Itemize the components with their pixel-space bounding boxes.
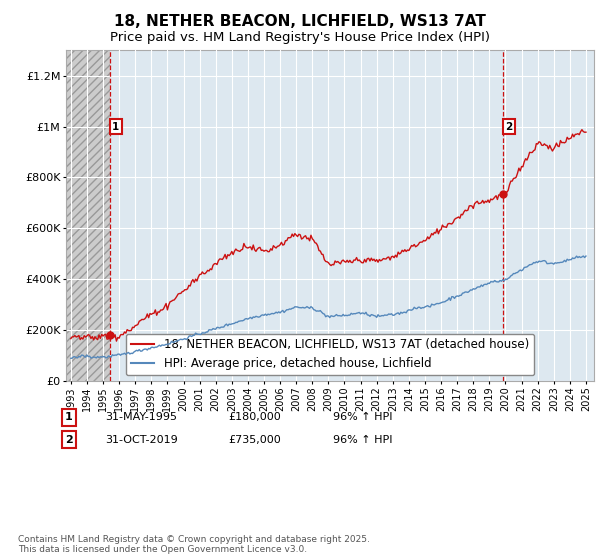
- Text: 2: 2: [505, 122, 512, 132]
- Legend: 18, NETHER BEACON, LICHFIELD, WS13 7AT (detached house), HPI: Average price, det: 18, NETHER BEACON, LICHFIELD, WS13 7AT (…: [126, 334, 534, 375]
- Text: Contains HM Land Registry data © Crown copyright and database right 2025.
This d: Contains HM Land Registry data © Crown c…: [18, 535, 370, 554]
- Text: 31-MAY-1995: 31-MAY-1995: [105, 412, 177, 422]
- Text: 1: 1: [65, 412, 73, 422]
- Text: 96% ↑ HPI: 96% ↑ HPI: [333, 435, 392, 445]
- Text: 1: 1: [112, 122, 119, 132]
- Text: £180,000: £180,000: [228, 412, 281, 422]
- Text: 96% ↑ HPI: 96% ↑ HPI: [333, 412, 392, 422]
- Text: £735,000: £735,000: [228, 435, 281, 445]
- Bar: [66, 50, 110, 381]
- Text: 31-OCT-2019: 31-OCT-2019: [105, 435, 178, 445]
- Text: Price paid vs. HM Land Registry's House Price Index (HPI): Price paid vs. HM Land Registry's House …: [110, 31, 490, 44]
- Text: 18, NETHER BEACON, LICHFIELD, WS13 7AT: 18, NETHER BEACON, LICHFIELD, WS13 7AT: [114, 14, 486, 29]
- Text: 2: 2: [65, 435, 73, 445]
